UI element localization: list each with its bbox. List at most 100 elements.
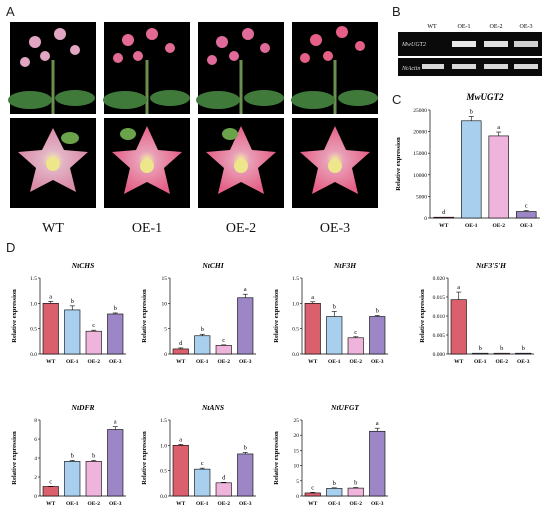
bar <box>42 303 59 355</box>
bar <box>304 492 321 497</box>
y-axis-label: Relative expression <box>273 289 280 343</box>
significance-letter: c <box>92 322 95 329</box>
bar <box>237 297 254 355</box>
x-tick-label: WT <box>454 359 464 365</box>
chart-title: NtCHS <box>71 261 95 270</box>
y-tick-label: 5 <box>164 327 167 333</box>
bar <box>461 120 482 219</box>
y-tick-label: 2 <box>34 475 37 481</box>
x-tick-label: WT <box>176 501 186 507</box>
bar <box>326 316 343 355</box>
bar <box>194 335 211 355</box>
x-tick-label: OE-3 <box>109 359 122 365</box>
bar <box>304 303 321 355</box>
chart-2: NtCHI Relative expression 0 5 10 15 d WT b OE-1 c O… <box>141 261 256 365</box>
y-tick-label: 0.0 <box>160 494 167 500</box>
significance-letter: a <box>311 294 314 301</box>
x-tick-label: OE-1 <box>328 359 341 365</box>
bar <box>42 486 59 497</box>
significance-letter: c <box>222 337 225 344</box>
y-tick-label: 1.5 <box>292 276 299 282</box>
x-tick-label: WT <box>46 501 56 507</box>
y-tick-label: 15000 <box>413 151 427 157</box>
gel-panel: WT OE-1 OE-2 OE-3 MwUGT2 NtActin <box>398 24 542 76</box>
bar <box>450 299 467 355</box>
significance-letter: c <box>311 484 314 491</box>
y-tick-label: 4 <box>34 456 37 462</box>
bar <box>194 468 211 497</box>
significance-letter: b <box>333 303 336 310</box>
x-tick-label: OE-3 <box>520 223 533 229</box>
significance-letter: c <box>354 329 357 336</box>
chart-3: NtF3H Relative expression 0.0 0.5 1.0 1.5 a WT b… <box>273 261 388 365</box>
chart-title: NtF3H <box>333 261 357 270</box>
gel-band <box>452 64 476 69</box>
bar <box>215 482 232 497</box>
y-tick-label: 0.0 <box>292 352 299 358</box>
x-tick-label: OE-1 <box>465 223 478 229</box>
chart-4: NtF3'5'H Relative expression 0.000 0.005 0.0… <box>419 261 534 365</box>
y-tick-label: 0.0 <box>30 352 37 358</box>
chart-title: NtF3'5'H <box>475 261 507 270</box>
y-tick-label: 1.0 <box>30 301 37 307</box>
x-tick-label: OE-2 <box>349 359 362 365</box>
y-axis-label: Relative expression <box>141 289 148 343</box>
y-axis-label: Relative expression <box>141 431 148 485</box>
gel-lane-label-oe3: OE-3 <box>520 24 533 30</box>
y-axis-label: Relative expression <box>11 289 18 343</box>
gel-band <box>484 41 508 47</box>
x-tick-label: OE-2 <box>349 501 362 507</box>
significance-letter: b <box>376 307 379 314</box>
chart-title: NtUFGT <box>330 403 359 412</box>
bar <box>472 352 489 355</box>
y-tick-label: 0.000 <box>433 352 446 358</box>
photo-label-oe2: OE-2 <box>226 221 256 236</box>
x-tick-label: OE-1 <box>66 359 79 365</box>
bar <box>172 445 189 497</box>
x-tick-label: OE-2 <box>495 359 508 365</box>
y-axis-label: Relative expression <box>395 137 402 191</box>
bar <box>488 135 509 219</box>
significance-letter: b <box>333 480 336 487</box>
flower-photo-oe2 <box>198 118 284 208</box>
y-tick-label: 10 <box>162 301 168 307</box>
y-axis-label: Relative expression <box>11 431 18 485</box>
bar <box>64 461 81 497</box>
y-tick-label: 1.0 <box>292 301 299 307</box>
chart-7: NtUFGT Relative expression 0 5 10 15 20 25 c WT b O… <box>273 403 388 507</box>
y-tick-label: 0 <box>424 216 427 222</box>
y-tick-label: 0.010 <box>433 314 446 320</box>
plant-photo-wt <box>8 22 96 114</box>
significance-letter: a <box>376 420 379 427</box>
panel-letter-b: B <box>392 4 401 19</box>
significance-letter: a <box>457 284 460 291</box>
plant-photos <box>8 22 378 114</box>
y-tick-label: 25000 <box>413 108 427 114</box>
bar <box>347 487 364 497</box>
y-tick-label: 10000 <box>413 173 427 179</box>
y-tick-label: 0 <box>296 494 299 500</box>
photo-label-oe1: OE-1 <box>132 221 162 236</box>
y-tick-label: 0.005 <box>433 333 446 339</box>
significance-letter: b <box>92 452 95 459</box>
significance-letter: b <box>71 298 74 305</box>
bar <box>516 211 537 219</box>
panel-letter-c: C <box>392 92 401 107</box>
x-tick-label: OE-1 <box>196 359 209 365</box>
y-tick-label: 0.020 <box>433 276 446 282</box>
panel-letter-a: A <box>6 4 15 19</box>
y-tick-label: 0.5 <box>30 327 37 333</box>
gel-band <box>452 41 476 47</box>
chart-title: NtCHI <box>201 261 224 270</box>
plant-photo-oe1 <box>103 22 190 114</box>
chart-6: NtANS Relative expression 0.0 0.5 1.0 1.5 a WT c… <box>141 403 256 507</box>
gel-lane-label-oe2: OE-2 <box>490 24 503 30</box>
x-tick-label: WT <box>176 359 186 365</box>
significance-letter: b <box>470 108 473 115</box>
y-tick-label: 5000 <box>416 194 427 200</box>
x-tick-label: OE-2 <box>87 359 100 365</box>
bar <box>107 429 124 497</box>
significance-letter: b <box>201 326 204 333</box>
